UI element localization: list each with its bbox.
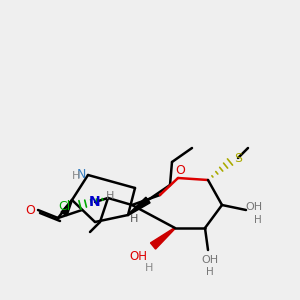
Text: Cl: Cl <box>58 200 70 214</box>
Text: O: O <box>175 164 185 176</box>
Text: S: S <box>234 152 242 164</box>
Text: H: H <box>130 214 138 224</box>
Text: OH: OH <box>129 250 147 262</box>
Text: H: H <box>145 263 153 273</box>
Text: H: H <box>72 171 80 181</box>
Polygon shape <box>61 200 72 216</box>
Text: H: H <box>106 191 114 201</box>
Text: O: O <box>25 205 35 218</box>
Polygon shape <box>151 228 175 249</box>
Text: N: N <box>89 195 101 209</box>
Text: H: H <box>206 267 214 277</box>
Text: OH: OH <box>245 202 262 212</box>
Text: H: H <box>254 215 262 225</box>
Polygon shape <box>128 197 150 215</box>
Text: N: N <box>76 169 86 182</box>
Text: OH: OH <box>201 255 219 265</box>
